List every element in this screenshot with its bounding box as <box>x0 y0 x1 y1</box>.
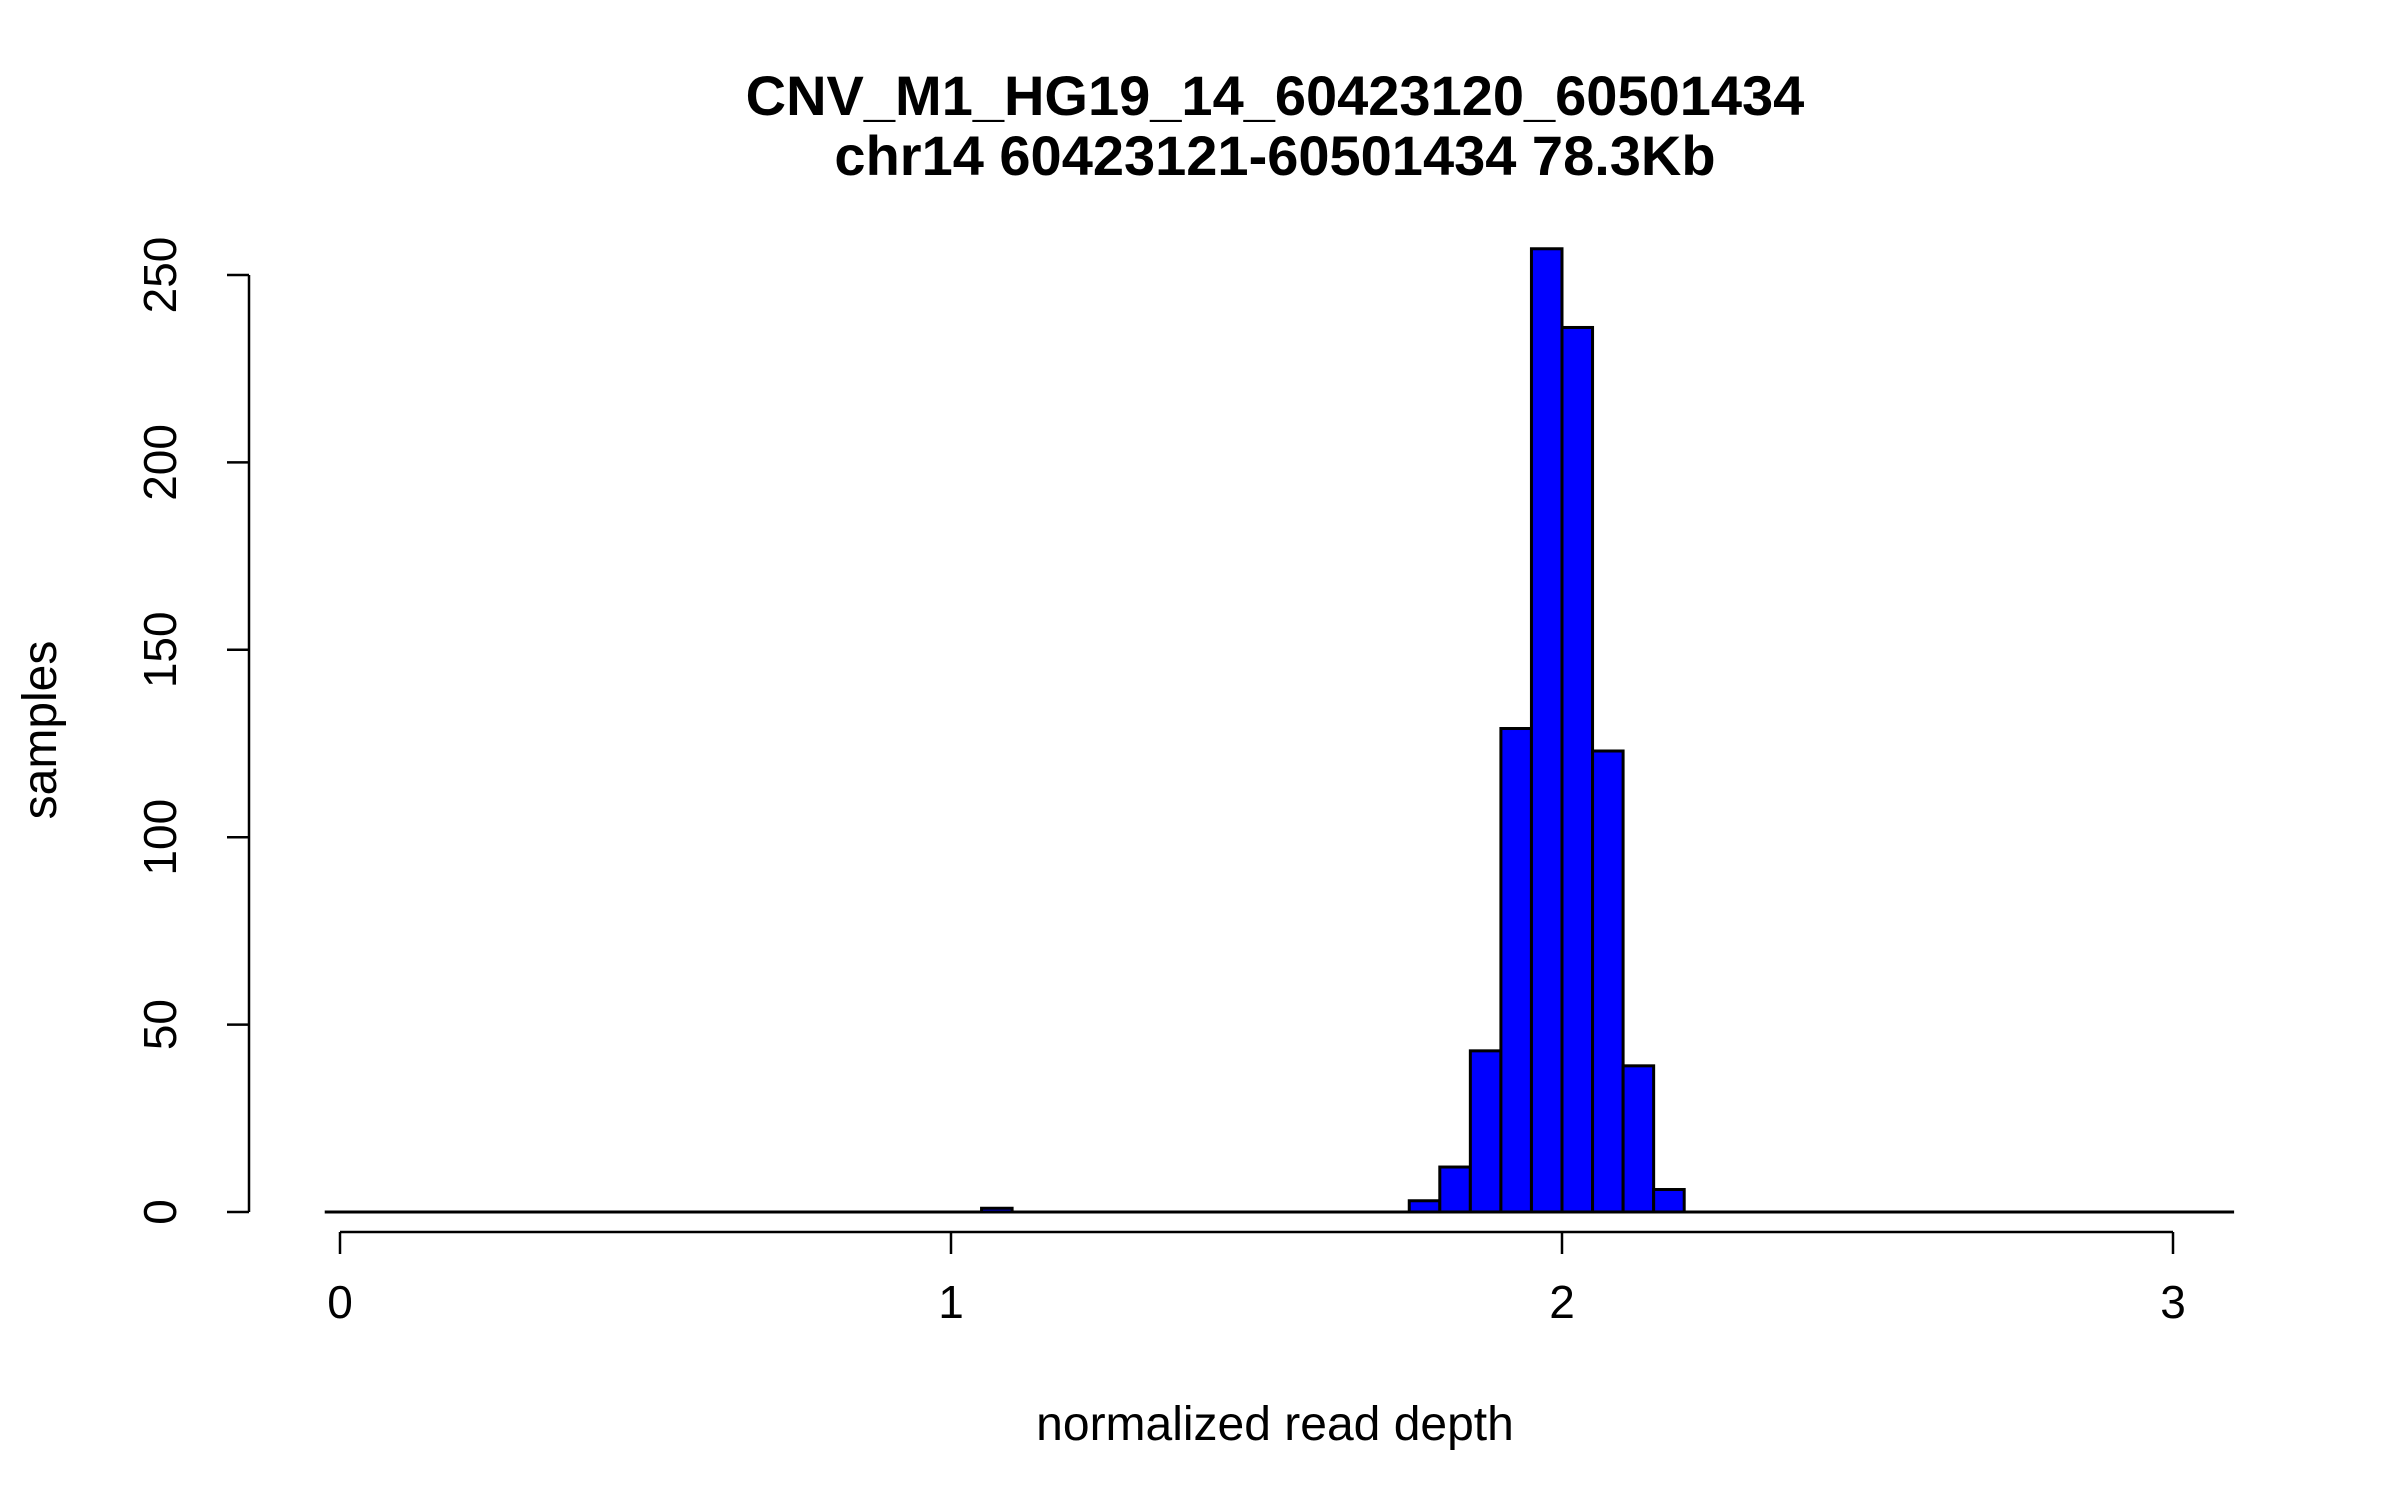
y-tick-label: 200 <box>134 424 186 501</box>
histogram-bar <box>1407 1199 1442 1214</box>
histogram-bar <box>1591 749 1625 1214</box>
y-tick-label: 0 <box>134 1199 186 1225</box>
histogram-bar <box>1438 1165 1472 1214</box>
x-axis: 0 1 2 3 <box>327 1230 2186 1328</box>
histogram-bar <box>1560 325 1595 1214</box>
histogram-bars <box>980 247 1686 1214</box>
y-axis-label: samples <box>14 641 67 820</box>
histogram-bar <box>1468 1049 1503 1214</box>
histogram-bar <box>1529 247 1564 1214</box>
x-tick-label: 0 <box>327 1276 353 1328</box>
x-axis-label: normalized read depth <box>1036 1398 1514 1451</box>
histogram-bar <box>1499 727 1533 1214</box>
x-tick-label: 3 <box>2160 1276 2186 1328</box>
x-tick-label: 2 <box>1549 1276 1575 1328</box>
chart-title: CNV_M1_HG19_14_60423120_60501434 <box>746 64 1805 127</box>
x-tick-label: 1 <box>938 1276 964 1328</box>
y-tick-label: 150 <box>134 611 186 688</box>
y-tick-label: 100 <box>134 799 186 876</box>
y-axis: 0 50 100 150 200 250 <box>134 237 251 1225</box>
y-tick-label: 250 <box>134 237 186 314</box>
chart-subtitle: chr14 60423121-60501434 78.3Kb <box>834 124 1715 187</box>
y-tick-label: 50 <box>134 999 186 1050</box>
histogram-bar <box>1621 1064 1656 1214</box>
histogram-bar <box>1652 1188 1686 1214</box>
